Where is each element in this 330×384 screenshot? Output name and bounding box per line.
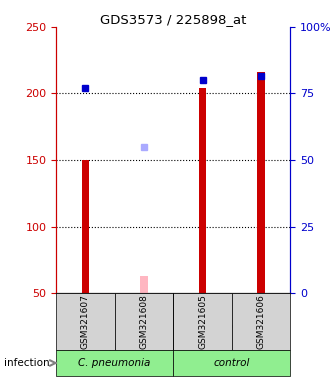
Bar — [257, 72, 265, 293]
Text: GSM321605: GSM321605 — [198, 294, 207, 349]
Bar — [173, 293, 232, 350]
Text: GSM321606: GSM321606 — [257, 294, 266, 349]
Text: control: control — [214, 358, 250, 368]
Text: rank, Detection Call = ABSENT: rank, Detection Call = ABSENT — [84, 364, 223, 372]
Bar — [199, 88, 206, 293]
Bar — [82, 160, 89, 293]
Bar — [56, 293, 115, 350]
Text: C. pneumonia: C. pneumonia — [79, 358, 151, 368]
Bar — [232, 293, 290, 350]
Text: value, Detection Call = ABSENT: value, Detection Call = ABSENT — [84, 343, 228, 352]
Bar — [56, 350, 173, 376]
Title: GDS3573 / 225898_at: GDS3573 / 225898_at — [100, 13, 247, 26]
Text: infection: infection — [4, 358, 49, 368]
Text: percentile rank within the sample: percentile rank within the sample — [84, 322, 237, 331]
Text: count: count — [84, 301, 110, 310]
Text: GSM321607: GSM321607 — [81, 294, 90, 349]
Bar — [140, 276, 148, 293]
Bar — [115, 293, 173, 350]
Text: GSM321608: GSM321608 — [140, 294, 148, 349]
Bar — [173, 350, 290, 376]
